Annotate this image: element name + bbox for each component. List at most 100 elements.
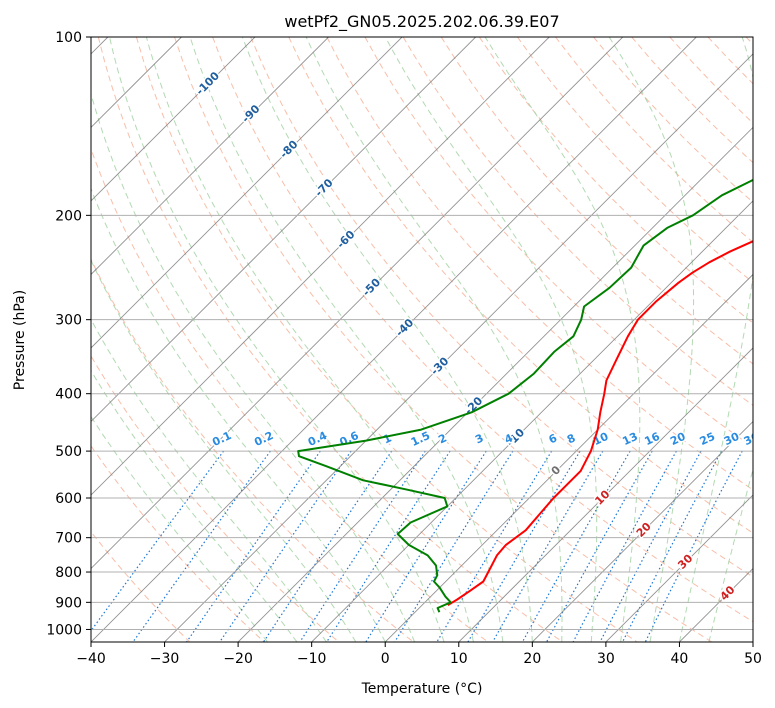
mixing-ratio-line	[546, 450, 653, 642]
x-tick-label: 30	[597, 651, 615, 667]
x-tick-label: 40	[671, 651, 689, 667]
dry-adiabat-line	[91, 258, 414, 642]
dry-adiabat-line	[593, 37, 753, 203]
mixing-ratio-value-label: 20	[668, 430, 688, 448]
moist-adiabat-line	[305, 37, 563, 642]
moist-adiabat-line	[91, 369, 298, 642]
x-tick-label: 50	[744, 651, 762, 667]
mixing-ratio-line	[521, 450, 631, 642]
isotherm-line	[384, 273, 753, 642]
moist-adiabat-line	[91, 415, 268, 642]
isotherm-line	[311, 200, 753, 642]
isotherm-line	[605, 494, 753, 642]
dry-adiabat-line	[745, 37, 753, 45]
isotherm-value-label: -30	[428, 354, 451, 377]
mixing-ratio-line	[622, 450, 723, 642]
mixing-ratio-value-label: 1	[381, 431, 393, 446]
y-tick-label: 100	[55, 30, 82, 46]
x-tick-label: −40	[76, 651, 106, 667]
dry-adiabat-line	[91, 147, 489, 642]
plot-frame	[90, 36, 754, 643]
isotherm-line	[91, 37, 476, 423]
moist-adiabat-line	[91, 318, 327, 642]
isotherm-line	[91, 37, 403, 349]
y-tick-label: 600	[55, 491, 82, 507]
mixing-ratio-line	[436, 450, 553, 642]
mixing-ratio-line	[262, 450, 393, 642]
mixing-ratio-value-label: 25	[698, 430, 717, 448]
mixing-ratio-line	[326, 450, 451, 642]
isotherm-value-label: 30	[675, 552, 695, 572]
isotherm-line	[91, 37, 697, 642]
isotherm-line	[237, 126, 753, 642]
moist-adiabat-line	[91, 259, 357, 642]
mixing-ratio-value-label: 0.1	[210, 429, 233, 449]
x-tick-label: 10	[450, 651, 468, 667]
isotherm-value-label: -80	[277, 138, 300, 161]
dry-adiabat-line	[97, 37, 563, 642]
mixing-ratio-line	[299, 450, 426, 642]
y-tick-label: 900	[55, 595, 82, 611]
mixing-ratio-line	[186, 450, 321, 642]
dry-adiabat-line	[250, 37, 753, 578]
mixing-ratio-value-label: 8	[565, 431, 577, 446]
isotherm-value-label: 0	[549, 463, 564, 478]
mixing-ratio-line	[644, 450, 743, 642]
mixing-ratio-value-label: 0.6	[338, 429, 361, 449]
mixing-ratio-line	[492, 450, 604, 642]
x-axis-label: Temperature (°C)	[361, 681, 483, 697]
dry-adiabat-line	[91, 530, 191, 642]
isotherm-line	[91, 37, 624, 570]
mixing-ratio-value-label: 16	[643, 430, 663, 448]
dry-adiabat-line	[478, 37, 753, 324]
isotherm-line	[91, 37, 550, 496]
moist-adiabat-line	[91, 187, 386, 642]
dry-adiabat-line	[555, 37, 753, 243]
mixing-ratio-value-label: 36	[742, 430, 762, 448]
y-tick-label: 800	[55, 565, 82, 581]
y-axis-label: Pressure (hPa)	[12, 290, 28, 390]
chart-title: wetPf2_GN05.2025.202.06.39.E07	[284, 12, 559, 32]
isotherm-value-label: -90	[239, 102, 262, 125]
isotherm-line	[164, 53, 753, 642]
dry-adiabat-line	[707, 37, 753, 85]
isotherm-line	[679, 567, 753, 642]
mixing-ratio-line	[572, 450, 677, 642]
x-tick-label: −20	[223, 651, 253, 667]
temperature-profile-line	[447, 240, 753, 607]
mixing-ratio-line	[91, 450, 225, 632]
y-tick-label: 300	[55, 313, 82, 329]
isotherm-line	[91, 37, 256, 202]
mixing-ratio-line	[467, 450, 581, 642]
mixing-ratio-value-label: 0.2	[252, 429, 275, 449]
moist-adiabat-line	[145, 37, 474, 642]
y-tick-label: 200	[55, 208, 82, 224]
x-tick-label: −30	[150, 651, 180, 667]
x-tick-label: −10	[297, 651, 327, 667]
isotherm-line	[458, 347, 753, 642]
isotherm-value-label: -100	[193, 69, 222, 98]
isotherm-line	[91, 37, 329, 276]
y-tick-label: 400	[55, 387, 82, 403]
dry-adiabat-line	[212, 37, 753, 623]
isotherm-value-label: -70	[312, 176, 335, 199]
y-tick-label: 700	[55, 531, 82, 547]
isotherm-value-label: 20	[634, 520, 654, 540]
dewpoint-profile-line	[297, 178, 753, 613]
x-tick-label: 20	[523, 651, 541, 667]
y-tick-label: 500	[55, 444, 82, 460]
moist-adiabat-line	[384, 37, 598, 642]
x-tick-label: 0	[381, 651, 390, 667]
isotherm-value-label: 40	[718, 583, 738, 603]
dry-adiabat-line	[174, 37, 713, 642]
moist-adiabat-line	[109, 37, 445, 642]
dry-adiabat-line	[402, 37, 753, 406]
mixing-ratio-line	[219, 450, 352, 642]
mixing-ratio-value-label: 13	[620, 430, 639, 448]
dry-adiabat-line	[135, 37, 638, 642]
moist-adiabat-line	[241, 37, 533, 642]
dry-adiabat-line	[440, 37, 753, 365]
moist-adiabat-line	[708, 467, 753, 642]
isotherm-value-label: -60	[334, 228, 357, 251]
